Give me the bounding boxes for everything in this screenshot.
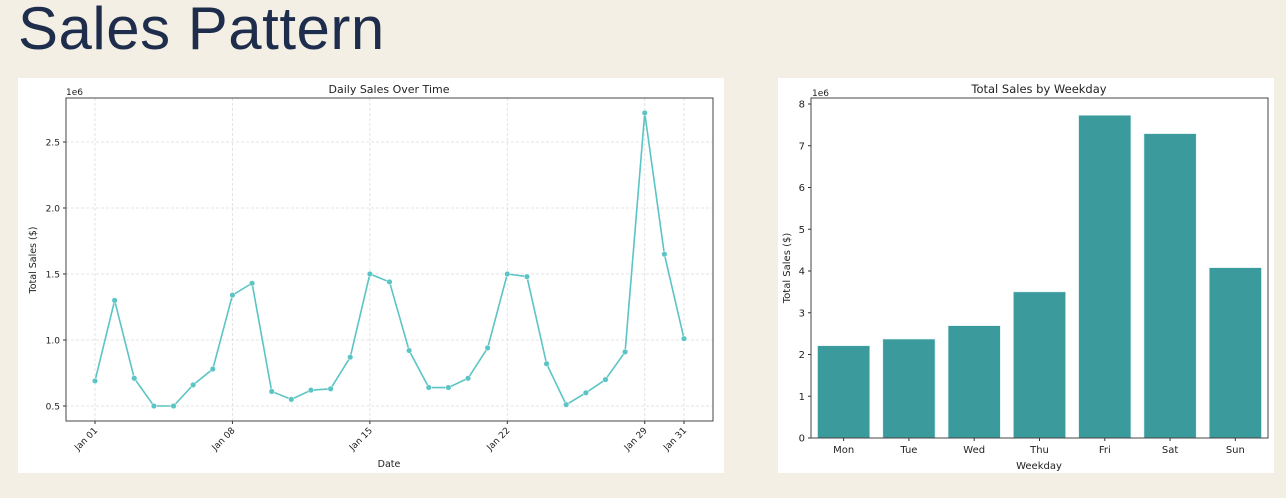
y-tick-label: 8 (799, 100, 805, 111)
bar-thu (1013, 291, 1066, 439)
y-offset-label: 1e6 (66, 88, 83, 98)
x-tick-label: Thu (1029, 445, 1049, 456)
plot-frame (810, 97, 1269, 439)
bar-tue (882, 338, 936, 439)
y-tick-label: 0 (799, 434, 805, 445)
page-title: Sales Pattern (18, 0, 385, 62)
x-tick-label: Jan 08 (210, 426, 238, 454)
data-point (622, 348, 629, 355)
chart-title: Daily Sales Over Time (329, 83, 450, 96)
bar-fri (1078, 114, 1132, 439)
y-tick-label: 0.5 (46, 403, 60, 413)
y-tick-label: 1.0 (46, 337, 61, 347)
data-point (582, 389, 589, 396)
data-point (268, 388, 275, 395)
data-point (661, 251, 668, 258)
chart-title: Total Sales by Weekday (970, 82, 1106, 96)
data-point (563, 401, 570, 408)
bar-sun (1208, 267, 1262, 439)
x-tick-label: Jan 22 (485, 426, 513, 454)
data-point (131, 375, 138, 382)
y-offset-label: 1e6 (812, 89, 829, 99)
data-point (190, 381, 197, 388)
y-axis-label: Total Sales ($) (28, 227, 39, 295)
x-tick-label: Jan 29 (622, 426, 650, 454)
y-tick-label: 7 (799, 141, 805, 152)
data-point (445, 384, 452, 391)
data-point (307, 387, 315, 394)
plot-frame (65, 97, 714, 422)
y-tick-label: 2.0 (46, 205, 61, 215)
x-tick-label: Jan 15 (347, 426, 375, 454)
x-tick-label: Tue (899, 445, 917, 456)
data-point (366, 270, 373, 278)
data-point (641, 109, 648, 117)
x-axis-label: Weekday (1016, 461, 1062, 472)
data-point (150, 402, 157, 410)
x-tick-label: Fri (1099, 445, 1111, 456)
x-tick-label: Jan 01 (72, 426, 100, 454)
data-point (464, 375, 472, 382)
data-point (386, 278, 393, 285)
data-point (111, 297, 118, 304)
bar-mon (817, 345, 871, 439)
x-axis-label: Date (378, 459, 401, 470)
y-tick-label: 3 (799, 308, 805, 319)
data-point (209, 365, 216, 373)
y-tick-label: 2 (799, 350, 805, 361)
y-tick-label: 5 (799, 225, 805, 236)
x-tick-label: Sat (1162, 445, 1178, 456)
data-point (504, 270, 511, 278)
bar-sat (1143, 133, 1197, 439)
y-tick-label: 2.5 (46, 139, 60, 149)
y-axis-label: Total Sales ($) (782, 233, 793, 305)
data-point (229, 292, 236, 299)
data-point (91, 377, 99, 384)
data-point (347, 354, 354, 361)
data-point (523, 273, 530, 280)
data-point (327, 385, 334, 392)
y-tick-label: 1.5 (46, 271, 60, 281)
data-point (425, 384, 432, 391)
sales-line (94, 112, 685, 407)
y-tick-label: 6 (799, 183, 805, 194)
data-point (602, 376, 609, 383)
data-point (543, 360, 550, 367)
data-point (249, 280, 256, 287)
data-point (170, 402, 177, 410)
y-tick-label: 4 (799, 267, 805, 278)
x-tick-label: Jan 31 (661, 426, 689, 454)
bar-wed (947, 325, 1001, 439)
x-tick-label: Sun (1226, 445, 1245, 456)
data-point (680, 335, 688, 342)
data-point (288, 396, 295, 403)
data-point (484, 344, 491, 351)
x-tick-label: Mon (833, 445, 854, 456)
data-point (406, 347, 413, 354)
x-tick-label: Wed (963, 445, 985, 456)
y-tick-label: 1 (799, 392, 805, 403)
